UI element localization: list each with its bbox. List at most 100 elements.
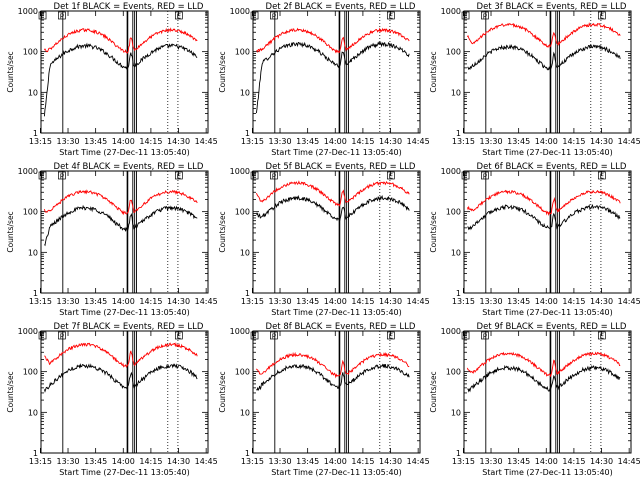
panel-1: 1 10 100 1000 13:15 13:30 13:45 14:00 14:15 14:30… bbox=[6, 2, 218, 157]
events-series-line bbox=[255, 194, 410, 222]
flag-marker-label: P bbox=[483, 332, 487, 340]
flag-marker bbox=[461, 171, 470, 180]
flag-marker-label: F bbox=[464, 172, 468, 180]
panel-5: 1 10 100 1000 13:15 13:30 13:45 14:00 14:15 14:30… bbox=[218, 162, 430, 317]
x-tick-label: 13:30 bbox=[479, 137, 502, 146]
events-series-line bbox=[44, 204, 198, 247]
lld-series-line bbox=[466, 351, 621, 378]
plot-frame bbox=[252, 10, 421, 134]
flag-marker bbox=[386, 331, 395, 340]
flag-marker bbox=[58, 171, 66, 180]
flag-marker bbox=[58, 11, 66, 20]
lld-series-line bbox=[44, 342, 198, 368]
flag-marker-label: E bbox=[177, 12, 181, 20]
flag-marker-label: P bbox=[483, 172, 487, 180]
y-axis-label: Counts/sec bbox=[218, 51, 227, 92]
events-series-line bbox=[43, 363, 198, 393]
flag-marker-label: E bbox=[389, 12, 393, 20]
events-series-line bbox=[467, 203, 621, 231]
x-tick-label: 14:30 bbox=[590, 137, 613, 146]
flag-marker bbox=[597, 171, 606, 180]
flag-marker-label: E bbox=[600, 12, 604, 20]
x-axis-label: Start Time (27-Dec-11 13:05:40) bbox=[59, 308, 190, 317]
y-tick-label: 1000 bbox=[230, 327, 250, 336]
y-tick-label: 100 bbox=[446, 368, 461, 377]
y-tick-label: 1000 bbox=[18, 7, 38, 16]
x-axis-label: Start Time (27-Dec-11 13:05:40) bbox=[271, 148, 402, 157]
flag-marker bbox=[250, 331, 259, 340]
y-tick-label: 10 bbox=[451, 408, 461, 417]
x-tick-label: 13:45 bbox=[507, 137, 530, 146]
plot-frame bbox=[463, 10, 632, 134]
flag-marker bbox=[250, 11, 259, 20]
x-tick-label: 14:15 bbox=[562, 297, 585, 306]
y-tick-label: 100 bbox=[235, 208, 250, 217]
y-tick-label: 10 bbox=[240, 88, 250, 97]
y-tick-label: 100 bbox=[235, 368, 250, 377]
y-tick-label: 10 bbox=[451, 248, 461, 257]
x-tick-label: 14:15 bbox=[351, 457, 374, 466]
y-tick-label: 10 bbox=[451, 88, 461, 97]
x-tick-label: 13:15 bbox=[241, 457, 264, 466]
lld-series-line bbox=[43, 189, 198, 216]
y-tick-label: 1000 bbox=[441, 167, 461, 176]
flag-marker bbox=[38, 331, 47, 340]
flag-marker-label: P bbox=[60, 12, 64, 20]
y-tick-label: 1 bbox=[245, 289, 250, 298]
x-tick-label: 14:00 bbox=[535, 457, 558, 466]
x-tick-label: 14:45 bbox=[618, 297, 640, 306]
y-tick-label: 10 bbox=[28, 88, 38, 97]
x-tick-label: 13:30 bbox=[479, 457, 502, 466]
panel-title: Det 3f BLACK = Events, RED = LLD bbox=[477, 2, 627, 12]
lld-series-line bbox=[466, 189, 621, 217]
x-tick-label: 14:15 bbox=[351, 137, 374, 146]
panel-9: 1 10 100 1000 13:15 13:30 13:45 14:00 14:15 14:30… bbox=[429, 322, 640, 477]
x-tick-label: 14:45 bbox=[618, 457, 640, 466]
y-tick-label: 100 bbox=[23, 368, 38, 377]
y-tick-label: 1000 bbox=[230, 167, 250, 176]
x-tick-label: 14:15 bbox=[351, 297, 374, 306]
plot-frame bbox=[40, 330, 209, 454]
panel-title: Det 9f BLACK = Events, RED = LLD bbox=[477, 322, 627, 332]
x-tick-label: 13:30 bbox=[56, 137, 79, 146]
y-tick-label: 100 bbox=[23, 208, 38, 217]
flag-marker bbox=[174, 11, 183, 20]
y-axis-label: Counts/sec bbox=[218, 371, 227, 412]
panel-7: 1 10 100 1000 13:15 13:30 13:45 14:00 14:15 14:30… bbox=[6, 322, 218, 477]
x-tick-label: 14:30 bbox=[379, 297, 402, 306]
x-tick-label: 13:15 bbox=[241, 137, 264, 146]
x-tick-label: 14:45 bbox=[407, 137, 430, 146]
x-tick-label: 14:30 bbox=[167, 137, 190, 146]
x-tick-label: 13:45 bbox=[507, 457, 530, 466]
x-tick-label: 14:15 bbox=[139, 457, 162, 466]
x-tick-label: 13:15 bbox=[29, 297, 52, 306]
y-tick-label: 1000 bbox=[18, 327, 38, 336]
panel-title: Det 7f BLACK = Events, RED = LLD bbox=[54, 322, 204, 332]
x-tick-label: 13:30 bbox=[479, 297, 502, 306]
flag-marker-label: F bbox=[464, 12, 468, 20]
flag-marker-label: E bbox=[177, 172, 181, 180]
x-tick-label: 13:15 bbox=[452, 457, 475, 466]
lld-series-line bbox=[256, 27, 410, 54]
events-series-line bbox=[467, 364, 621, 393]
plot-frame bbox=[40, 10, 209, 134]
flag-marker-label: P bbox=[272, 172, 276, 180]
y-axis-label: Counts/sec bbox=[429, 211, 438, 252]
x-tick-label: 14:30 bbox=[167, 457, 190, 466]
x-tick-label: 14:30 bbox=[590, 297, 613, 306]
flag-marker bbox=[38, 171, 47, 180]
plot-frame bbox=[40, 170, 209, 294]
y-tick-label: 10 bbox=[240, 248, 250, 257]
flag-marker-label: F bbox=[41, 12, 45, 20]
x-tick-label: 14:45 bbox=[195, 457, 218, 466]
flag-marker-label: P bbox=[483, 12, 487, 20]
x-axis-label: Start Time (27-Dec-11 13:05:40) bbox=[482, 308, 613, 317]
flag-marker-label: P bbox=[60, 332, 64, 340]
lld-series-line bbox=[256, 351, 410, 379]
flag-marker-label: F bbox=[41, 172, 45, 180]
flag-marker-label: P bbox=[272, 332, 276, 340]
plot-frame bbox=[252, 330, 421, 454]
y-tick-label: 10 bbox=[28, 248, 38, 257]
x-tick-label: 13:45 bbox=[84, 297, 107, 306]
x-tick-label: 14:45 bbox=[407, 297, 430, 306]
